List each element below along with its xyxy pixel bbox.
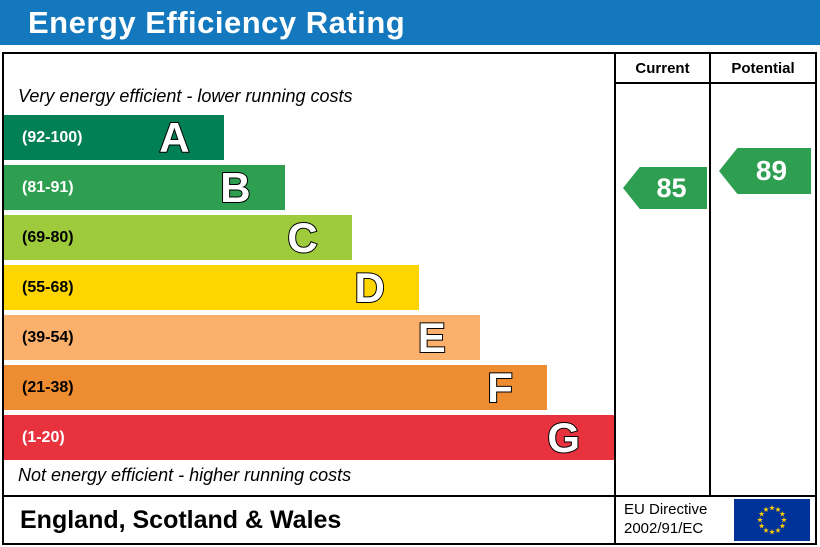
band-c: (69-80) C: [4, 215, 352, 260]
band-range: (55-68): [22, 278, 74, 296]
band-f: (21-38) F: [4, 365, 547, 410]
band-b: (81-91) B: [4, 165, 285, 210]
band-letter: G: [546, 413, 581, 461]
eu-directive-label: EU Directive 2002/91/EC: [624, 501, 708, 537]
band-range: (21-38): [22, 378, 74, 396]
eu-flag-icon: [734, 499, 810, 541]
band-g: (1-20) G: [4, 415, 614, 460]
band-row-e: (39-54) E: [4, 315, 614, 360]
band-range: (81-91): [22, 178, 74, 196]
rating-bands: (92-100) A (81-91) B (69-80) C: [4, 115, 614, 460]
bottom-note: Not energy efficient - higher running co…: [18, 465, 352, 485]
current-rating-value: 85: [656, 172, 687, 203]
band-a: (92-100) A: [4, 115, 224, 160]
top-note: Very energy efficient - lower running co…: [18, 86, 353, 106]
band-letter: A: [158, 113, 190, 161]
band-row-f: (21-38) F: [4, 365, 614, 410]
potential-column: Potential: [711, 54, 815, 495]
directive-cell: EU Directive 2002/91/EC: [616, 495, 815, 543]
chart-title-bar: Energy Efficiency Rating: [0, 0, 820, 45]
band-row-b: (81-91) B: [4, 165, 614, 210]
potential-rating-arrow: 89: [719, 148, 811, 194]
chart-body: Very energy efficient - lower running co…: [2, 52, 817, 545]
band-letter: F: [486, 363, 514, 411]
bands-area: Very energy efficient - lower running co…: [4, 54, 616, 495]
band-row-c: (69-80) C: [4, 215, 614, 260]
band-letter: C: [286, 213, 318, 261]
band-row-d: (55-68) D: [4, 265, 614, 310]
band-range: (69-80): [22, 228, 74, 246]
current-column: Current: [616, 54, 711, 495]
band-row-g: (1-20) G: [4, 415, 614, 460]
band-d: (55-68) D: [4, 265, 419, 310]
band-range: (1-20): [22, 428, 65, 446]
band-letter: D: [353, 263, 385, 311]
region-label: England, Scotland & Wales: [20, 505, 342, 534]
band-row-a: (92-100) A: [4, 115, 614, 160]
potential-column-header: Potential: [711, 54, 815, 84]
current-column-header: Current: [616, 54, 709, 84]
band-letter: E: [417, 313, 447, 361]
potential-rating-value: 89: [755, 155, 788, 186]
band-e: (39-54) E: [4, 315, 480, 360]
chart-title: Energy Efficiency Rating: [28, 4, 406, 40]
band-range: (39-54): [22, 328, 74, 346]
band-letter: B: [219, 163, 251, 211]
band-range: (92-100): [22, 128, 83, 146]
region-label-cell: England, Scotland & Wales: [4, 495, 616, 543]
current-rating-arrow: 85: [623, 167, 707, 209]
